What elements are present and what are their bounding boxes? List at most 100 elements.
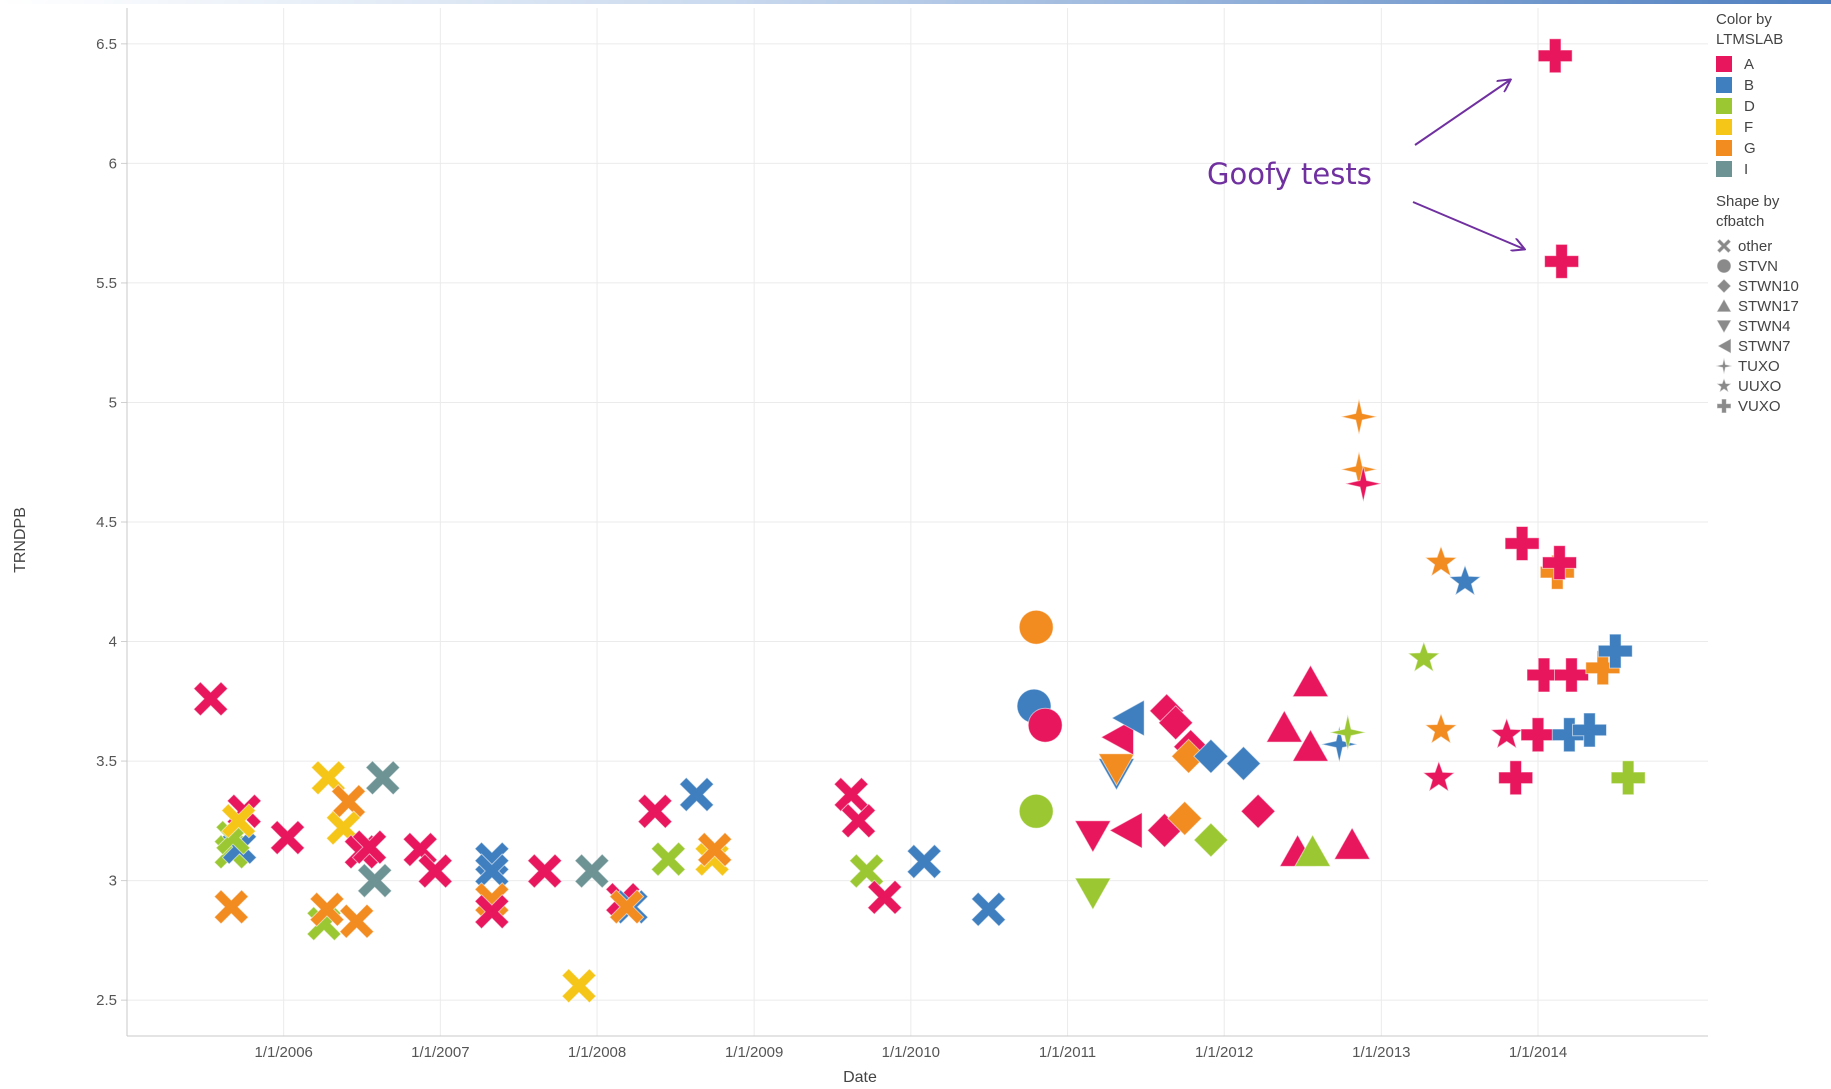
x-tick-label: 1/1/2009 — [725, 1044, 783, 1061]
data-point — [526, 853, 563, 889]
data-point — [1585, 650, 1621, 686]
data-point — [650, 841, 687, 877]
data-point — [1074, 820, 1112, 854]
y-tick-label: 6.5 — [96, 36, 117, 53]
data-point — [213, 889, 250, 925]
data-point — [338, 903, 375, 939]
color-legend-swatch — [1716, 119, 1732, 135]
data-point — [1597, 633, 1633, 669]
y-tick-label: 3 — [109, 873, 117, 890]
data-point — [1225, 745, 1262, 782]
data-point — [1572, 712, 1607, 748]
data-point — [365, 760, 401, 796]
shape-legend-label: other — [1738, 238, 1772, 255]
annotation-arrow-lower — [1412, 201, 1524, 249]
data-point — [1340, 451, 1378, 488]
data-points — [192, 38, 1646, 1004]
data-point — [1504, 526, 1540, 561]
color-legend-title: Color by LTMSLAB — [1716, 11, 1783, 48]
data-point — [1421, 759, 1456, 793]
x-tick-label: 1/1/2007 — [411, 1044, 469, 1061]
color-legend-label: A — [1744, 56, 1754, 73]
shape-legend-icon — [1715, 376, 1733, 394]
data-point — [906, 843, 942, 880]
data-point — [1240, 793, 1276, 830]
shape-legend-icon — [1715, 357, 1733, 375]
shape-legend-label: TUXO — [1738, 358, 1780, 375]
data-point — [1329, 714, 1366, 751]
data-point — [1018, 609, 1054, 645]
data-point — [1291, 664, 1330, 698]
x-tick-label: 1/1/2008 — [568, 1044, 626, 1061]
data-point — [1193, 822, 1229, 858]
data-point — [637, 793, 673, 830]
data-point — [330, 783, 367, 820]
data-point — [1544, 243, 1580, 279]
shape-legend-icon — [1716, 278, 1732, 294]
y-tick-label: 4.5 — [96, 514, 117, 531]
data-point — [1193, 738, 1229, 775]
data-point — [192, 681, 229, 717]
data-point — [1108, 811, 1143, 850]
y-axis-title: TRNDPB — [12, 507, 29, 573]
data-point — [561, 968, 597, 1004]
color-legend-swatch — [1716, 77, 1732, 93]
annotation-arrow-upper — [1414, 80, 1510, 146]
y-tick-label: 6 — [109, 155, 117, 172]
annotation-text: Goofy tests — [1207, 157, 1372, 191]
data-point — [474, 853, 510, 889]
shape-legend-label: STWN4 — [1738, 318, 1791, 335]
data-point — [1526, 657, 1562, 693]
data-point — [1554, 657, 1589, 693]
shape-legend-label: STWN10 — [1738, 278, 1799, 295]
data-point — [678, 776, 715, 813]
data-point — [848, 853, 885, 889]
data-point — [474, 893, 510, 930]
data-point — [1265, 709, 1304, 743]
data-point — [417, 853, 453, 889]
data-point — [1018, 793, 1054, 829]
x-tick-label: 1/1/2012 — [1195, 1044, 1253, 1061]
data-point — [1074, 877, 1112, 911]
data-point — [1293, 833, 1332, 867]
shape-legend-title: Shape by cfbatch — [1716, 193, 1780, 230]
axes: 1/1/2006 1/1/2007 1/1/2008 1/1/2009 1/1/2010… — [96, 8, 1708, 1061]
x-tick-label: 1/1/2010 — [882, 1044, 940, 1061]
data-point — [1406, 640, 1441, 673]
shape-legend-icon — [1716, 337, 1732, 355]
data-point — [1498, 760, 1534, 796]
data-point — [351, 829, 388, 865]
x-tick-label: 1/1/2014 — [1509, 1044, 1567, 1061]
data-point — [1537, 38, 1573, 74]
data-point — [1097, 753, 1136, 787]
data-point — [269, 819, 306, 856]
data-point — [866, 879, 903, 916]
color-legend-label: D — [1744, 98, 1755, 115]
color-legend-label: I — [1744, 161, 1748, 178]
shape-legend-icon — [1716, 258, 1732, 274]
color-legend-label: F — [1744, 119, 1753, 136]
x-axis-title: Date — [843, 1069, 877, 1086]
y-tick-label: 3.5 — [96, 753, 117, 770]
data-point — [1110, 699, 1145, 737]
y-tick-label: 5.5 — [96, 275, 117, 292]
data-point — [1520, 717, 1556, 753]
grid-lines — [127, 8, 1708, 1036]
data-point — [1423, 544, 1459, 578]
color-legend-swatch — [1716, 56, 1732, 72]
shape-legend-label: STWN7 — [1738, 338, 1791, 355]
data-point — [574, 853, 610, 889]
data-point — [608, 889, 645, 925]
x-tick-label: 1/1/2013 — [1352, 1044, 1410, 1061]
data-point — [220, 803, 257, 839]
data-point — [1166, 800, 1203, 837]
data-point — [1423, 712, 1459, 745]
data-point — [1340, 398, 1378, 435]
shape-legend-icon — [1716, 238, 1732, 254]
color-legend-label: B — [1744, 77, 1754, 94]
data-point — [970, 891, 1007, 928]
data-point — [1027, 707, 1063, 743]
data-point — [356, 862, 393, 899]
shape-legend-icon — [1715, 319, 1733, 335]
